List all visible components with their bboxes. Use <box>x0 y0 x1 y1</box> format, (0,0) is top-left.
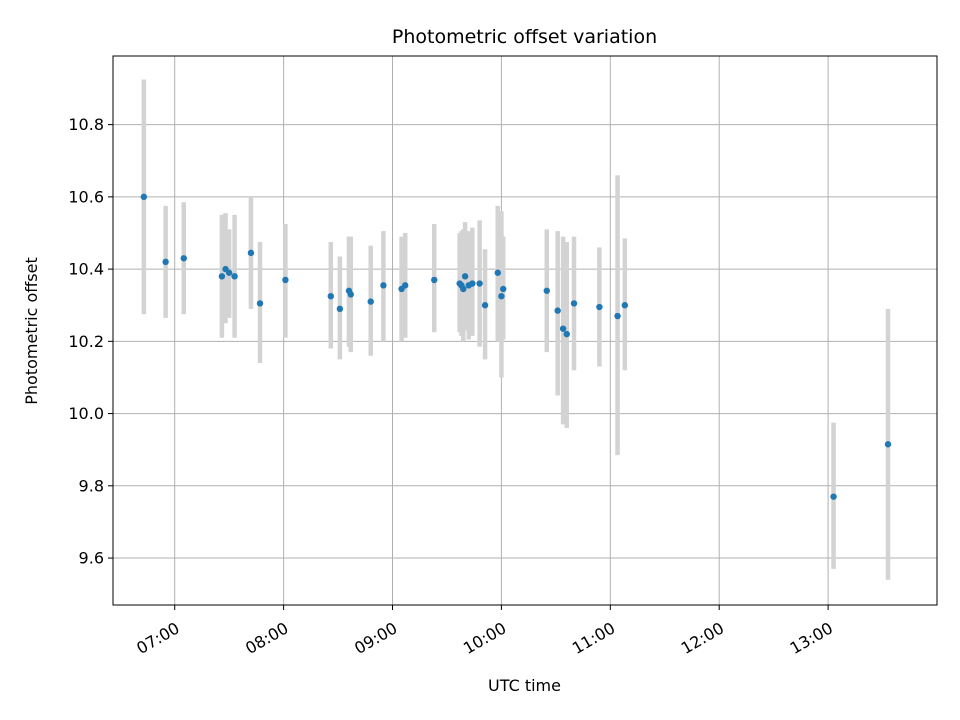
y-tick-label: 10.4 <box>68 260 104 279</box>
y-tick-label: 10.2 <box>68 332 104 351</box>
data-point <box>347 291 354 298</box>
data-point <box>500 285 507 293</box>
plot-frame <box>112 55 938 606</box>
data-point <box>380 282 387 289</box>
data-point <box>884 441 892 448</box>
data-point <box>402 282 409 289</box>
data-point <box>431 276 438 284</box>
y-tick-label: 9.8 <box>79 476 104 495</box>
data-point <box>162 258 169 266</box>
data-point <box>218 273 226 280</box>
data-point <box>469 280 476 287</box>
data-point <box>476 280 483 287</box>
data-point <box>543 287 550 294</box>
x-axis-label: UTC time <box>488 676 561 695</box>
data-point <box>180 255 187 262</box>
data-point <box>596 303 603 311</box>
data-point <box>327 292 334 300</box>
data-point <box>231 273 238 280</box>
data-point <box>494 269 501 276</box>
data-point <box>367 298 374 305</box>
data-point <box>614 312 621 320</box>
data-point <box>256 300 264 307</box>
data-point <box>282 276 289 284</box>
data-points <box>140 193 892 500</box>
data-point <box>559 325 567 332</box>
y-tick-label: 10.0 <box>68 404 104 423</box>
y-tick-label: 9.6 <box>79 549 104 568</box>
data-point <box>481 302 489 309</box>
data-point <box>563 330 570 338</box>
data-point <box>461 273 469 280</box>
data-point <box>460 285 467 293</box>
chart-title: Photometric offset variation <box>392 26 657 48</box>
y-axis: 9.6 9.8 10.0 10.2 10.4 10.6 10.8 <box>68 115 113 568</box>
data-point <box>225 269 233 276</box>
grid-lines <box>113 56 937 605</box>
data-point <box>554 307 561 314</box>
data-point <box>247 249 255 257</box>
y-tick-label: 10.8 <box>68 115 104 134</box>
data-point <box>570 300 578 307</box>
data-point <box>140 193 148 201</box>
data-point <box>336 305 344 313</box>
y-tick-label: 10.6 <box>68 187 104 206</box>
data-point <box>830 493 837 500</box>
data-point <box>498 292 505 300</box>
y-axis-label: Photometric offset <box>22 257 41 405</box>
data-point <box>621 302 629 309</box>
